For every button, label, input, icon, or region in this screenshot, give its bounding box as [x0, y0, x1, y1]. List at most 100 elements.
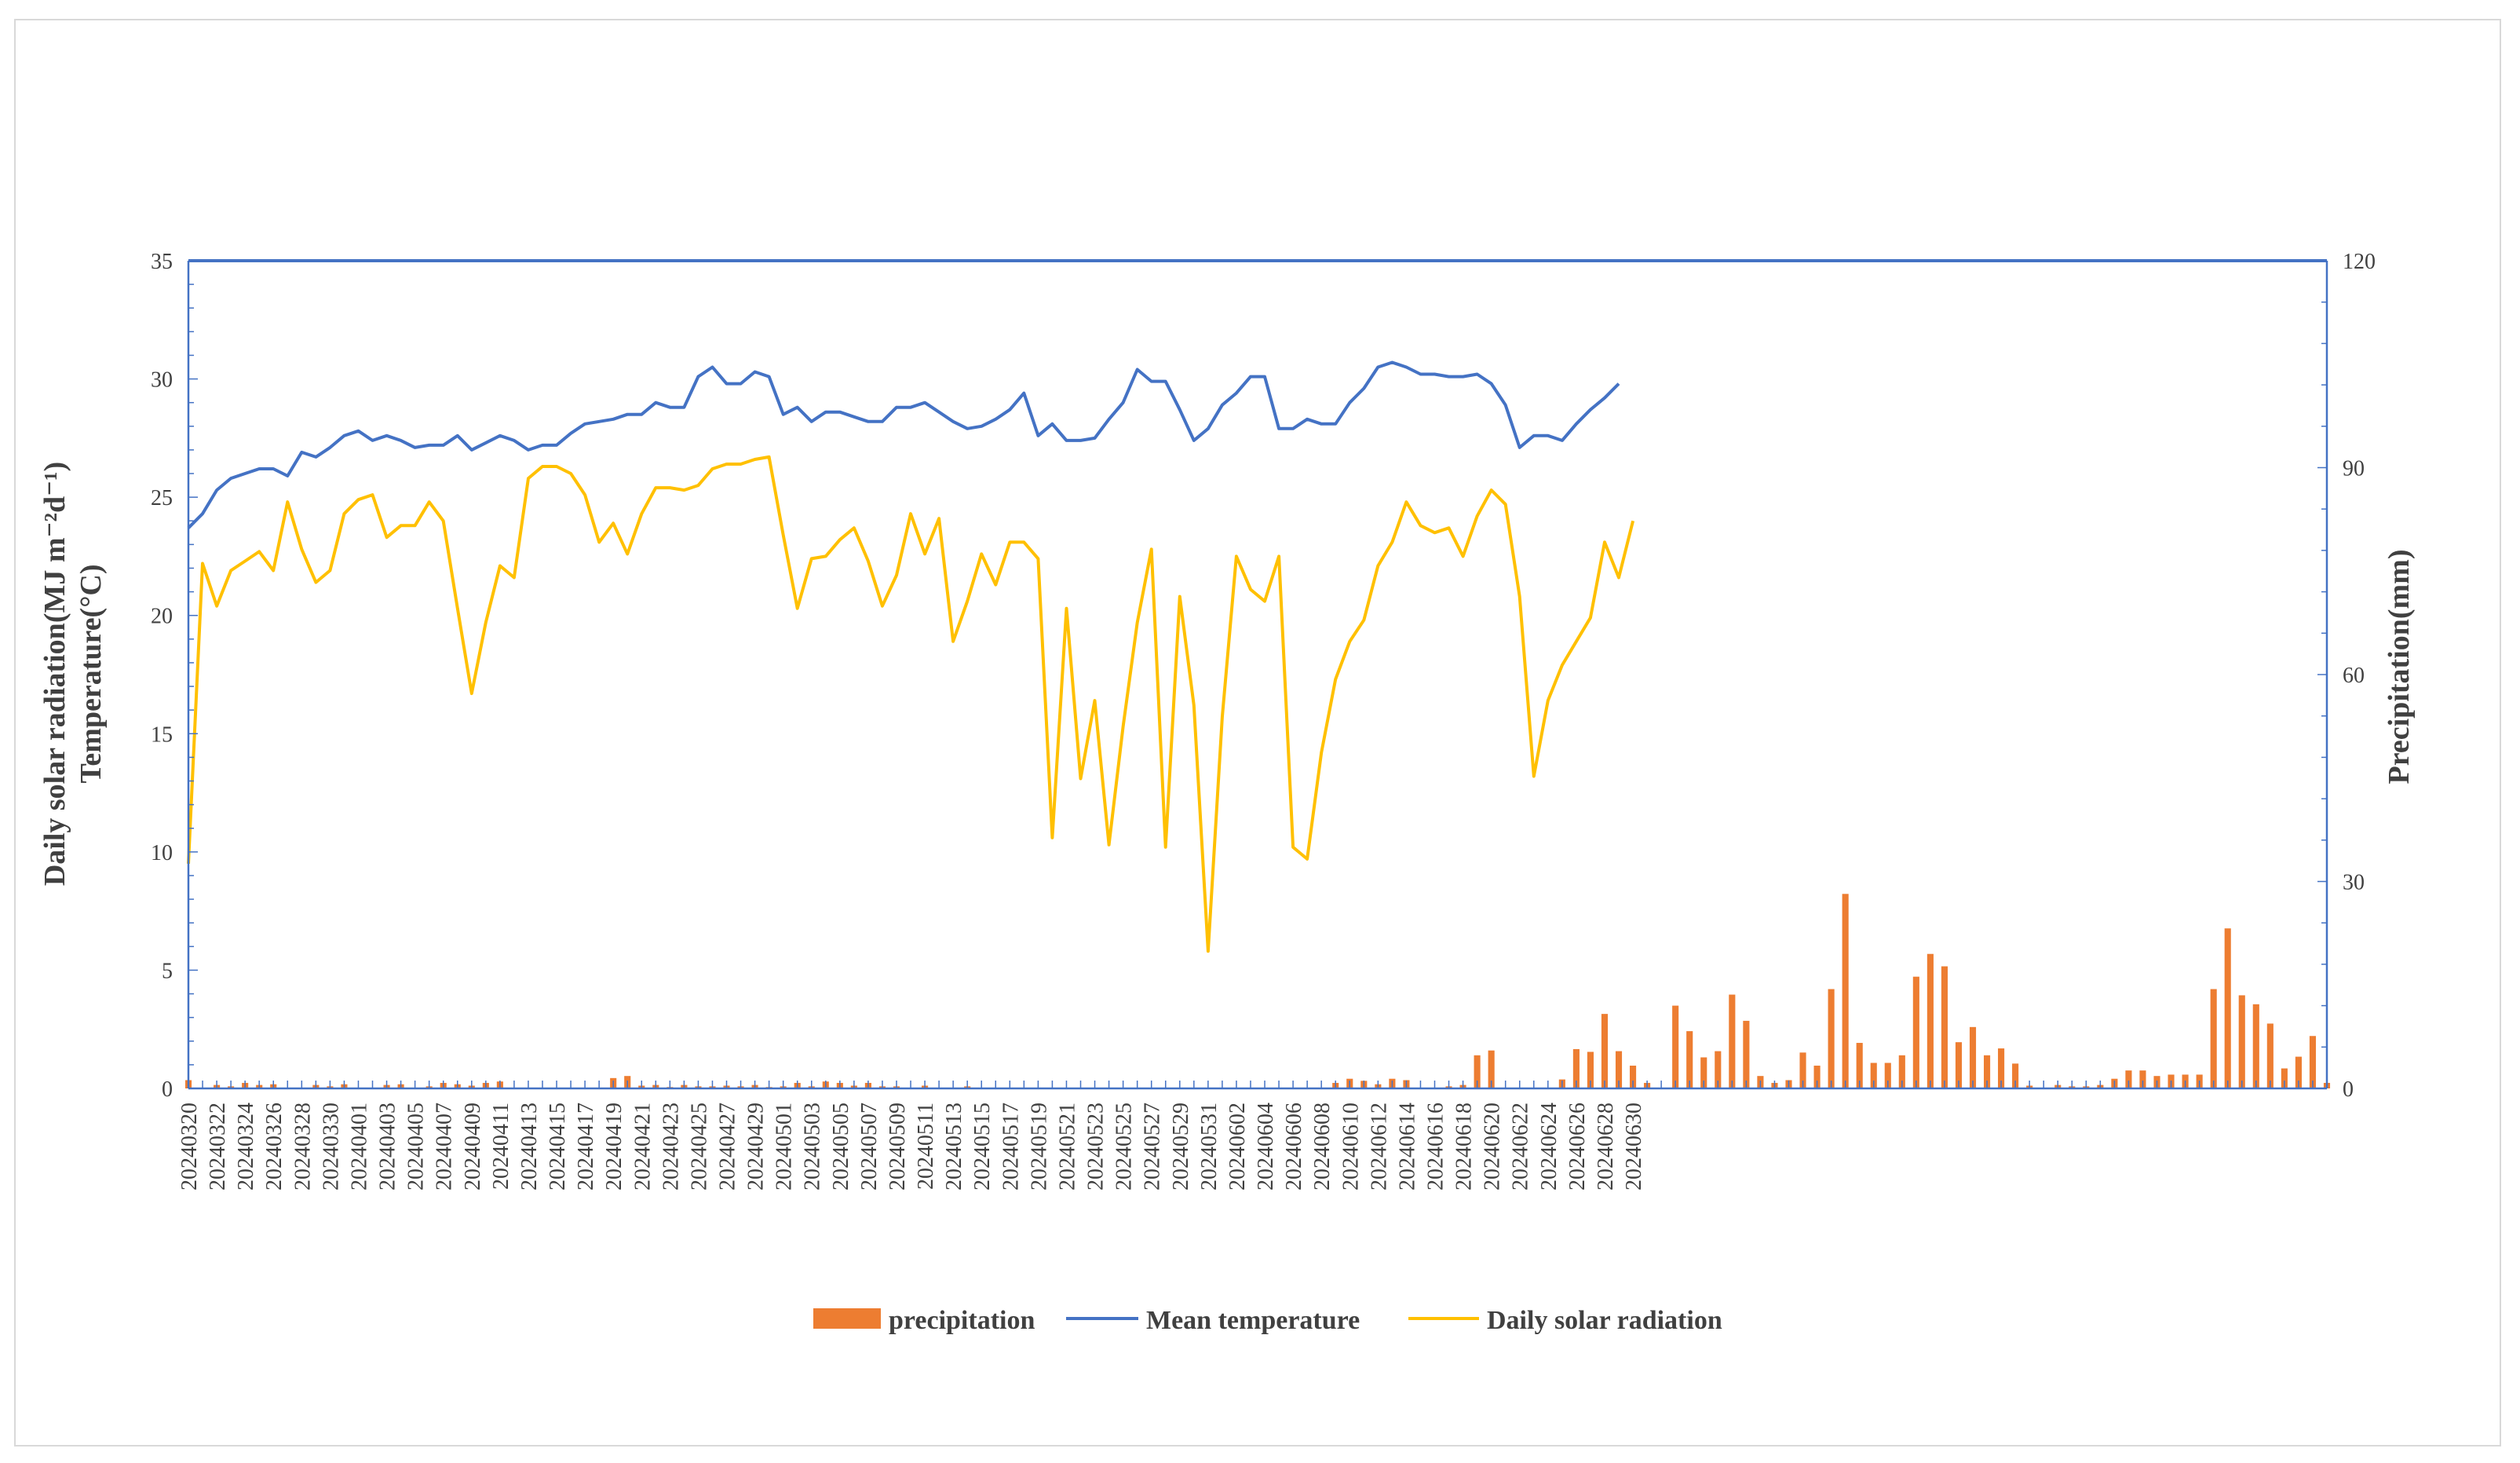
x-tick-label: 20240628: [1594, 1103, 1618, 1191]
x-tick-label: 20240622: [1509, 1103, 1533, 1191]
x-tick-label: 20240515: [970, 1103, 995, 1191]
y-left-tick-label: 15: [151, 722, 173, 747]
x-tick-label: 20240320: [177, 1103, 202, 1191]
precipitation-bar: [1488, 1050, 1495, 1088]
precipitation-bar: [1572, 1048, 1580, 1088]
precipitation-bar: [1856, 1043, 1863, 1088]
precipitation-bar: [2238, 995, 2245, 1088]
x-tick-label: 20240525: [1112, 1103, 1137, 1191]
y-left-tick-label: 30: [151, 368, 173, 393]
mean-temperature-line: [187, 360, 1620, 529]
x-tick-label: 20240429: [744, 1103, 769, 1191]
precipitation-bar: [1969, 1026, 1977, 1088]
x-tick-label: 20240324: [234, 1103, 258, 1191]
x-tick-label: 20240610: [1339, 1103, 1363, 1191]
precipitation-bar: [2252, 1004, 2259, 1088]
y-right-tick-label: 60: [2343, 664, 2365, 688]
axes: 0 5 10 15 20 25 30 35 0 30 60 90 120: [151, 250, 2376, 1102]
precipitation-bar: [2266, 1023, 2273, 1088]
precipitation-bar: [1884, 1063, 1891, 1088]
x-tick-label: 20240614: [1395, 1103, 1419, 1191]
x-tick-label: 20240604: [1254, 1103, 1278, 1191]
x-tick-label: 20240624: [1537, 1103, 1561, 1191]
x-tick-label: 20240415: [546, 1103, 570, 1191]
legend-swatch-precipitation: [813, 1308, 881, 1329]
x-tick-label: 20240527: [1141, 1103, 1165, 1191]
x-tick-label: 20240421: [630, 1103, 655, 1191]
precipitation-bar: [1686, 1031, 1693, 1088]
x-tick-label: 20240328: [290, 1103, 315, 1191]
x-tick-label: 20240602: [1225, 1103, 1250, 1191]
x-tick-label: 20240618: [1452, 1103, 1477, 1191]
x-tick-label: 20240322: [206, 1103, 230, 1191]
precipitation-bar: [1715, 1051, 1722, 1088]
x-tick-label: 20240521: [1056, 1103, 1080, 1191]
x-tick-label: 20240403: [376, 1103, 400, 1191]
x-tick-label: 20240608: [1310, 1103, 1335, 1191]
x-tick-label: 20240517: [999, 1103, 1023, 1191]
y-left-tick-label: 10: [151, 841, 173, 865]
solar-radiation-line: [187, 455, 1635, 953]
x-tick-label: 20240616: [1424, 1103, 1448, 1191]
x-tick-label: 20240513: [942, 1103, 966, 1191]
y-left-title-line1: Daily solar radiation(MJ m⁻²d⁻¹): [38, 462, 71, 886]
x-tick-label: 20240425: [687, 1103, 711, 1191]
precipitation-bar: [2125, 1070, 2132, 1088]
x-tick-label: 20240501: [772, 1103, 797, 1191]
precipitation-bar: [1927, 953, 1934, 1088]
precipitation-bar: [2139, 1070, 2146, 1088]
x-tick-label: 20240409: [461, 1103, 485, 1191]
x-tick-label: 20240405: [404, 1103, 429, 1191]
precipitation-bar: [1729, 994, 1736, 1088]
y-left-title-line2: Temperature(°C): [75, 564, 108, 783]
y-right-tick-label: 0: [2343, 1077, 2354, 1102]
precipitation-bar: [1813, 1066, 1821, 1088]
x-tick-labels: 20240320 20240322 20240324 20240326 20240328…: [177, 1103, 1646, 1191]
x-tick-label: 20240503: [801, 1103, 825, 1191]
x-tick-label: 20240419: [602, 1103, 626, 1191]
x-tick-label: 20240612: [1367, 1103, 1391, 1191]
precipitation-bar: [2210, 989, 2217, 1088]
precipitation-bar: [1474, 1055, 1481, 1088]
precipitation-bar: [1587, 1052, 1594, 1088]
x-tick-label: 20240626: [1565, 1103, 1590, 1191]
x-tick-label: 20240509: [886, 1103, 910, 1191]
x-tick-label: 20240511: [914, 1103, 938, 1190]
legend: precipitation Mean temperature Daily sol…: [813, 1306, 1722, 1335]
legend-label-precipitation: precipitation: [889, 1306, 1035, 1335]
chart-frame: 0 5 10 15 20 25 30 35 0 30 60 90 120 20240320 2024032…: [14, 19, 2501, 1447]
precipitation-bar: [2012, 1063, 2019, 1088]
x-tick-label: 20240326: [262, 1103, 287, 1191]
x-tick-label: 20240423: [659, 1103, 683, 1191]
x-tick-label: 20240507: [857, 1103, 882, 1191]
y-left-tick-label: 5: [162, 959, 173, 983]
x-tick-label: 20240401: [348, 1103, 372, 1191]
x-tick-label: 20240411: [489, 1103, 513, 1190]
precipitation-bar: [2309, 1036, 2317, 1088]
precipitation-bar: [1955, 1042, 1963, 1088]
precipitation-bar: [1601, 1014, 1609, 1088]
precipitation-bar: [1629, 1066, 1637, 1088]
precipitation-bars: [184, 894, 2331, 1088]
precipitation-bar: [1743, 1020, 1750, 1088]
x-tick-label: 20240519: [1027, 1103, 1051, 1191]
x-tick-label: 20240529: [1169, 1103, 1193, 1191]
x-tick-label: 20240417: [574, 1103, 598, 1191]
precipitation-bar: [1799, 1052, 1806, 1088]
x-tick-label: 20240630: [1622, 1103, 1646, 1191]
precipitation-bar: [1941, 966, 1948, 1088]
x-tick-label: 20240531: [1197, 1103, 1222, 1191]
y-right-title: Precipitation(mm): [2383, 550, 2416, 785]
x-tick-label: 20240407: [433, 1103, 457, 1191]
y-right-tick-label: 30: [2343, 871, 2365, 895]
precipitation-bar: [1898, 1055, 1905, 1088]
precipitation-bar: [1700, 1057, 1707, 1088]
y-left-tick-label: 0: [162, 1077, 173, 1102]
y-left-tick-label: 35: [151, 250, 173, 274]
precipitation-bar: [2295, 1056, 2302, 1088]
x-tick-label: 20240606: [1282, 1103, 1306, 1191]
y-left-tick-label: 20: [151, 605, 173, 629]
precipitation-bar: [1842, 894, 1849, 1088]
x-tick-label: 20240620: [1481, 1103, 1505, 1191]
